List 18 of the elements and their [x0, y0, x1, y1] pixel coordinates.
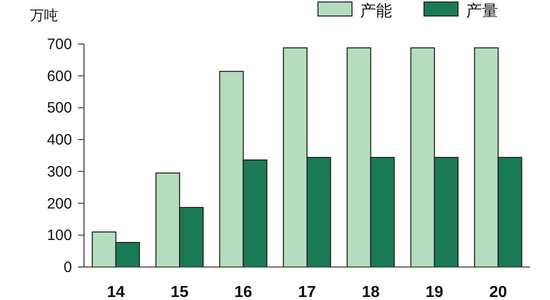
y-axis-title: 万吨: [30, 7, 58, 23]
x-tick-label: 16: [234, 284, 252, 300]
x-tick-label: 20: [489, 284, 508, 300]
y-tick-label: 300: [46, 163, 72, 180]
y-tick-label: 0: [64, 259, 72, 276]
y-tick-label: 700: [46, 36, 72, 53]
y-tick-label: 200: [46, 195, 72, 212]
y-tick-label: 100: [46, 227, 72, 244]
legend-label: 产量: [466, 2, 498, 20]
y-tick-label: 600: [46, 68, 72, 85]
legend-label: 产能: [360, 2, 392, 20]
x-tick-label: 15: [170, 284, 189, 300]
x-tick-label: 17: [298, 284, 316, 300]
x-tick-label: 18: [362, 284, 380, 300]
y-tick-label: 500: [46, 100, 72, 117]
y-tick-label: 400: [46, 132, 72, 149]
x-tick-label: 14: [106, 284, 125, 300]
x-tick-label: 19: [426, 284, 444, 300]
